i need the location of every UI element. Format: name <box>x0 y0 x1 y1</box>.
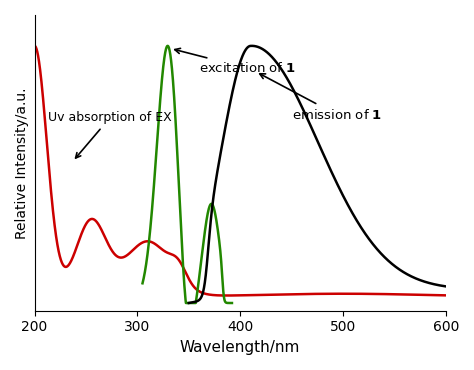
Y-axis label: Relative Intensity/a.u.: Relative Intensity/a.u. <box>15 87 29 239</box>
Text: emission of $\mathbf{1}$: emission of $\mathbf{1}$ <box>260 74 382 122</box>
X-axis label: Wavelength/nm: Wavelength/nm <box>180 340 301 355</box>
Text: excitation of $\mathbf{1}$: excitation of $\mathbf{1}$ <box>175 48 296 75</box>
Text: Uv absorption of EX: Uv absorption of EX <box>48 111 172 158</box>
